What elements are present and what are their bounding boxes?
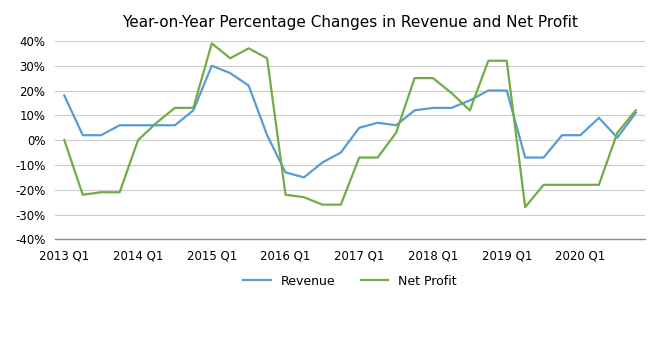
Revenue — [577, 133, 585, 137]
Revenue — [595, 116, 603, 120]
Net Profit — [115, 190, 123, 194]
Revenue — [208, 64, 216, 68]
Revenue — [558, 133, 566, 137]
Net Profit — [447, 91, 455, 95]
Net Profit — [355, 155, 363, 160]
Net Profit — [60, 138, 68, 142]
Net Profit — [263, 56, 271, 60]
Revenue — [245, 83, 253, 88]
Revenue — [447, 106, 455, 110]
Net Profit — [282, 193, 290, 197]
Revenue — [189, 108, 197, 112]
Revenue — [613, 135, 621, 140]
Revenue — [540, 155, 548, 160]
Revenue — [152, 123, 160, 127]
Net Profit — [208, 41, 216, 46]
Net Profit — [374, 155, 381, 160]
Net Profit — [134, 138, 142, 142]
Revenue — [355, 126, 363, 130]
Net Profit — [503, 59, 511, 63]
Revenue — [429, 106, 437, 110]
Net Profit — [318, 203, 326, 207]
Net Profit — [411, 76, 418, 80]
Net Profit — [226, 56, 234, 60]
Revenue — [300, 175, 308, 180]
Revenue — [466, 98, 474, 103]
Revenue — [97, 133, 105, 137]
Net Profit — [558, 183, 566, 187]
Revenue — [263, 133, 271, 137]
Net Profit — [171, 106, 179, 110]
Revenue — [115, 123, 123, 127]
Net Profit — [97, 190, 105, 194]
Net Profit — [300, 195, 308, 199]
Line: Net Profit: Net Profit — [64, 43, 636, 207]
Net Profit — [521, 205, 529, 209]
Revenue — [411, 108, 418, 112]
Net Profit — [245, 46, 253, 50]
Net Profit — [392, 131, 400, 135]
Title: Year-on-Year Percentage Changes in Revenue and Net Profit: Year-on-Year Percentage Changes in Reven… — [122, 15, 578, 30]
Net Profit — [540, 183, 548, 187]
Revenue — [318, 160, 326, 164]
Net Profit — [613, 131, 621, 135]
Legend: Revenue, Net Profit: Revenue, Net Profit — [238, 270, 462, 293]
Net Profit — [632, 108, 640, 112]
Revenue — [226, 71, 234, 75]
Net Profit — [152, 121, 160, 125]
Revenue — [521, 155, 529, 160]
Revenue — [134, 123, 142, 127]
Revenue — [374, 121, 381, 125]
Revenue — [79, 133, 86, 137]
Revenue — [632, 111, 640, 115]
Net Profit — [595, 183, 603, 187]
Net Profit — [79, 193, 86, 197]
Net Profit — [577, 183, 585, 187]
Net Profit — [484, 59, 492, 63]
Revenue — [282, 170, 290, 175]
Revenue — [392, 123, 400, 127]
Revenue — [171, 123, 179, 127]
Revenue — [337, 150, 345, 155]
Net Profit — [429, 76, 437, 80]
Revenue — [503, 89, 511, 93]
Net Profit — [337, 203, 345, 207]
Revenue — [484, 89, 492, 93]
Revenue — [60, 93, 68, 98]
Net Profit — [189, 106, 197, 110]
Net Profit — [466, 108, 474, 112]
Line: Revenue: Revenue — [64, 66, 636, 177]
